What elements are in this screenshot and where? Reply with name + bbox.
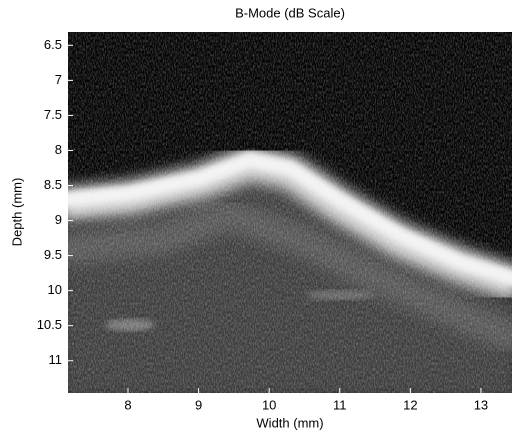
x-tick-label: 13 — [474, 397, 488, 412]
y-tick-label: 10.5 — [37, 317, 62, 332]
y-tick-label: 8 — [55, 142, 62, 157]
y-tick-label: 10 — [48, 282, 62, 297]
y-axis-label: Depth (mm) — [9, 178, 24, 247]
x-axis-label: Width (mm) — [256, 415, 323, 430]
y-tick-label: 9 — [55, 212, 62, 227]
y-tick-label: 7 — [55, 72, 62, 87]
chart-title: B-Mode (dB Scale) — [235, 5, 345, 20]
y-tick-label: 11 — [49, 352, 63, 367]
x-tick-label: 9 — [195, 397, 202, 412]
y-tick-label: 6.5 — [44, 37, 62, 52]
x-tick-label: 11 — [333, 397, 347, 412]
ultrasound-image — [68, 32, 512, 393]
y-tick-label: 7.5 — [44, 107, 62, 122]
x-tick-label: 12 — [403, 397, 417, 412]
x-tick-label: 10 — [262, 397, 276, 412]
x-tick-label: 8 — [124, 397, 131, 412]
y-tick-label: 9.5 — [44, 247, 62, 262]
y-tick-label: 8.5 — [44, 177, 62, 192]
